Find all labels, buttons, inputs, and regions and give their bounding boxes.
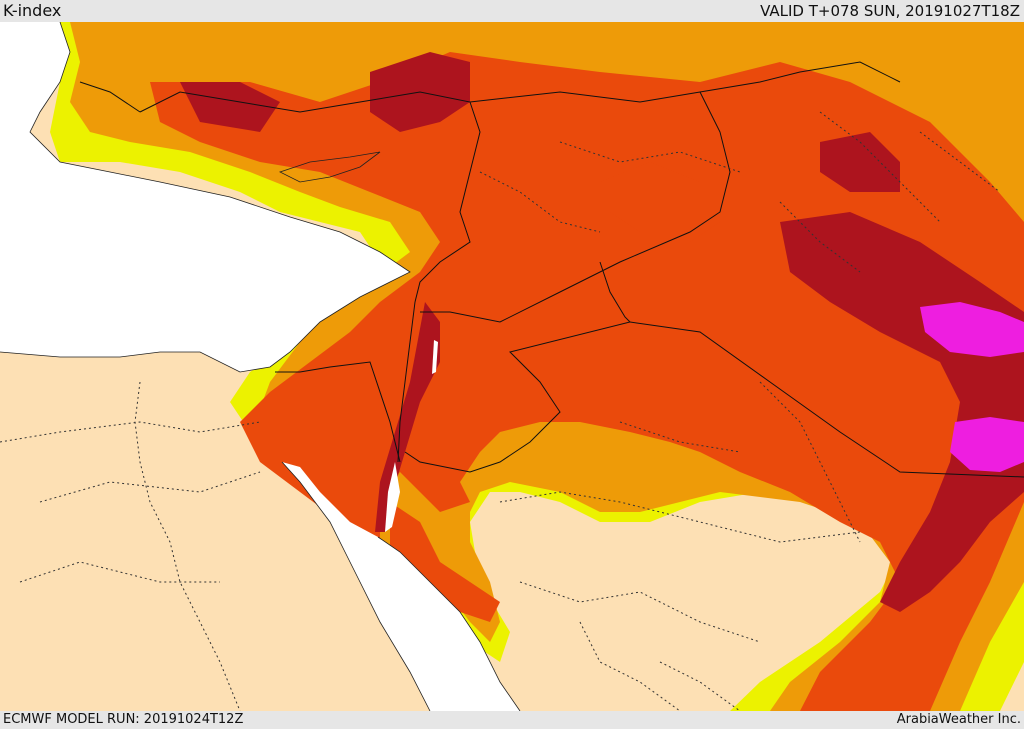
model-run-label: ECMWF MODEL RUN: 20191024T12Z xyxy=(3,712,244,727)
credit-label: ArabiaWeather Inc. xyxy=(896,712,1021,727)
national-borders xyxy=(79,61,1024,478)
header-bar: K-index VALID T+078 SUN, 20191027T18Z xyxy=(0,0,1024,22)
footer-bar: ECMWF MODEL RUN: 20191024T12Z ArabiaWeat… xyxy=(0,711,1024,729)
valid-time-label: VALID T+078 SUN, 20191027T18Z xyxy=(760,2,1020,20)
map-title: K-index xyxy=(3,1,62,20)
k-index-map-svg xyxy=(0,22,1024,711)
provincial-boundaries xyxy=(0,111,1001,711)
mediterranean-sea xyxy=(0,22,410,372)
red-sea xyxy=(282,462,520,711)
coastlines xyxy=(0,22,521,711)
forecast-map xyxy=(0,22,1024,711)
aegean-islands xyxy=(7,48,32,104)
gulf-of-aqaba xyxy=(385,462,400,532)
k-index-band-magenta xyxy=(920,302,1024,472)
dead-sea xyxy=(432,340,438,374)
